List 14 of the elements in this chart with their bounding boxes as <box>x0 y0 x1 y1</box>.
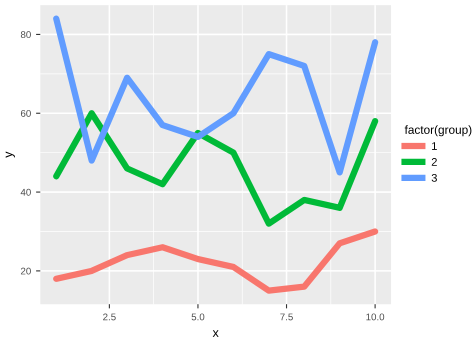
legend-label: 3 <box>432 174 437 182</box>
legend-title: factor(group) <box>404 125 472 136</box>
x-axis-title: x <box>212 330 219 337</box>
y-tick-label: 20 <box>20 268 31 275</box>
y-axis-title: y <box>6 152 15 158</box>
y-tick-label: 60 <box>20 110 31 117</box>
x-tick-label: 2.5 <box>103 313 116 320</box>
x-tick-label: 10.0 <box>366 313 384 320</box>
x-tick-label: 7.5 <box>280 314 293 320</box>
x-tick-label: 5.0 <box>192 313 204 320</box>
y-tick-label: 40 <box>20 188 31 196</box>
y-tick-label: 80 <box>20 31 31 38</box>
legend-label: 1 <box>432 142 437 150</box>
legend-label: 2 <box>432 158 437 166</box>
